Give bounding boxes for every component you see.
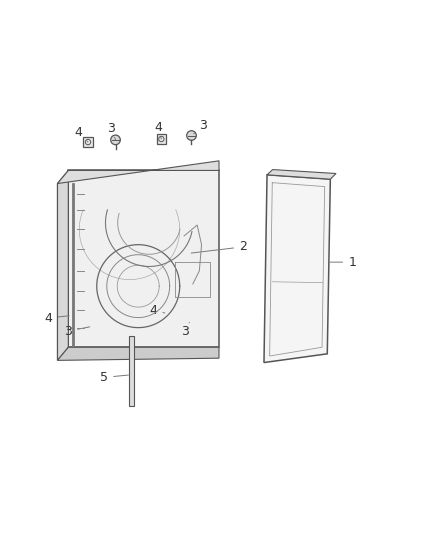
Circle shape bbox=[184, 318, 194, 327]
Bar bbox=[83, 138, 93, 147]
Polygon shape bbox=[264, 175, 330, 362]
Text: 2: 2 bbox=[191, 240, 247, 253]
Text: 1: 1 bbox=[330, 256, 356, 269]
Circle shape bbox=[88, 321, 97, 331]
Polygon shape bbox=[129, 336, 134, 406]
Circle shape bbox=[111, 135, 120, 144]
Bar bbox=[156, 134, 166, 144]
Text: 3: 3 bbox=[64, 325, 90, 337]
Polygon shape bbox=[267, 169, 336, 179]
Text: 4: 4 bbox=[149, 304, 165, 317]
Circle shape bbox=[187, 131, 196, 140]
Bar bbox=[162, 309, 172, 318]
Polygon shape bbox=[57, 161, 219, 183]
Polygon shape bbox=[57, 171, 68, 360]
Bar bbox=[67, 311, 77, 320]
Text: 3: 3 bbox=[194, 119, 207, 134]
Text: 4: 4 bbox=[154, 121, 162, 139]
Polygon shape bbox=[68, 171, 219, 348]
Polygon shape bbox=[57, 348, 219, 360]
Text: 3: 3 bbox=[107, 122, 116, 140]
Text: 4: 4 bbox=[45, 311, 69, 325]
Text: 3: 3 bbox=[181, 322, 189, 338]
Text: 5: 5 bbox=[100, 371, 128, 384]
Text: 4: 4 bbox=[74, 126, 88, 142]
